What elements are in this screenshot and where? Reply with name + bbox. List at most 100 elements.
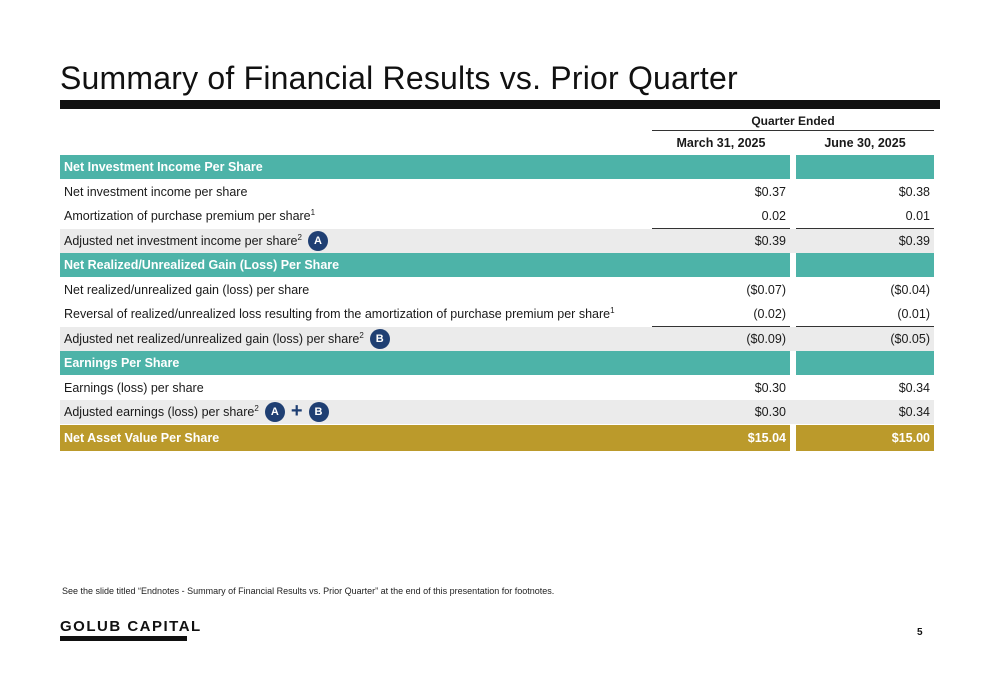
- cell-value: $0.39: [754, 234, 786, 248]
- row-label: Adjusted net investment income per share…: [64, 229, 328, 253]
- value-june: ($0.04): [796, 278, 934, 302]
- section-header-row: Net Investment Income Per Share: [60, 155, 934, 179]
- table-row: Adjusted net realized/unrealized gain (l…: [60, 326, 934, 351]
- footnote-marker: 2: [254, 403, 259, 413]
- section-band: [796, 351, 934, 375]
- cell-value: $0.34: [898, 405, 930, 419]
- cell-value: ($0.04): [890, 283, 930, 297]
- row-label-text: Net investment income per share: [64, 185, 248, 199]
- row-label-text: Net realized/unrealized gain (loss) per …: [64, 283, 310, 297]
- row-label-text: Net Investment Income Per Share: [64, 160, 263, 174]
- page-number: 5: [917, 627, 923, 638]
- row-label: Earnings (loss) per share: [64, 376, 204, 400]
- table-row: Adjusted net investment income per share…: [60, 228, 934, 253]
- row-label: Adjusted earnings (loss) per share2 A + B: [64, 400, 329, 424]
- reference-badge-a: A: [264, 401, 285, 422]
- table-row: Net realized/unrealized gain (loss) per …: [60, 278, 934, 302]
- reference-badge-b: B: [308, 401, 329, 422]
- subtotal-rule: [796, 326, 934, 327]
- footnote-marker: 1: [310, 207, 316, 217]
- page-title: Summary of Financial Results vs. Prior Q…: [60, 60, 738, 96]
- row-label: Net investment income per share: [64, 180, 247, 204]
- nav-band: [60, 425, 790, 451]
- table-row: Earnings (loss) per share $0.30 $0.34: [60, 376, 934, 400]
- table-row: Adjusted earnings (loss) per share2 A + B $0…: [60, 400, 934, 424]
- quarter-ended-rule: [652, 130, 934, 131]
- cell-value: $15.00: [891, 431, 930, 445]
- row-shading: [60, 327, 934, 351]
- section-band: [60, 155, 790, 179]
- value-march: $0.39: [652, 229, 790, 253]
- row-label-text: Adjusted net investment income per share: [64, 234, 298, 248]
- value-march: $0.30: [652, 376, 790, 400]
- table-row: Reversal of realized/unrealized loss res…: [60, 302, 934, 326]
- row-label-text: Adjusted earnings (loss) per share: [64, 405, 255, 419]
- cell-value: 0.01: [905, 209, 930, 223]
- value-march: $0.37: [652, 180, 790, 204]
- section-band: [60, 351, 790, 375]
- row-shading: [60, 229, 934, 253]
- row-label: Reversal of realized/unrealized loss res…: [64, 302, 615, 326]
- footnote-marker: 2: [359, 330, 364, 340]
- row-label: Earnings Per Share: [64, 351, 179, 375]
- nav-band: [796, 425, 934, 451]
- cell-value: ($0.05): [890, 332, 930, 346]
- value-march: $0.30: [652, 400, 790, 424]
- row-label-text: Adjusted net realized/unrealized gain (l…: [64, 332, 360, 346]
- plus-icon: +: [290, 399, 303, 422]
- cell-value: 0.02: [761, 209, 786, 223]
- reference-badge-b: B: [369, 328, 390, 349]
- quarter-ended-header: Quarter Ended: [751, 114, 835, 128]
- row-label-text: Earnings (loss) per share: [64, 381, 204, 395]
- section-header-row: Earnings Per Share: [60, 351, 934, 375]
- row-label-text: Amortization of purchase premium per sha…: [64, 209, 311, 223]
- column-header-march: March 31, 2025: [676, 136, 766, 150]
- footnote-text: See the slide titled “Endnotes - Summary…: [62, 586, 555, 596]
- value-june: ($0.05): [796, 327, 934, 351]
- row-label: Adjusted net realized/unrealized gain (l…: [64, 327, 390, 351]
- cell-value: $0.30: [754, 381, 786, 395]
- value-june: $0.34: [796, 376, 934, 400]
- row-label-text: Net Realized/Unrealized Gain (Loss) Per …: [64, 258, 340, 272]
- cell-value: $0.37: [754, 185, 786, 199]
- value-march: ($0.07): [652, 278, 790, 302]
- reference-badge-a: A: [307, 230, 328, 251]
- value-march: $15.04: [652, 425, 790, 451]
- value-june: $0.34: [796, 400, 934, 424]
- cell-value: $0.30: [754, 405, 786, 419]
- row-label-text: Reversal of realized/unrealized loss res…: [64, 307, 611, 321]
- subtotal-rule: [796, 228, 934, 229]
- value-june: 0.01: [796, 204, 934, 228]
- value-march: (0.02): [652, 302, 790, 326]
- row-label: Net Asset Value Per Share: [64, 425, 219, 451]
- brand-rule: [60, 636, 187, 641]
- cell-value: $0.39: [898, 234, 930, 248]
- cell-value: (0.02): [753, 307, 786, 321]
- cell-value: ($0.09): [746, 332, 786, 346]
- value-june: (0.01): [796, 302, 934, 326]
- row-shading: [60, 400, 934, 424]
- subtotal-rule: [652, 228, 790, 229]
- cell-value: ($0.07): [746, 283, 786, 297]
- row-label-text: Net Asset Value Per Share: [64, 431, 220, 445]
- row-label: Net Realized/Unrealized Gain (Loss) Per …: [64, 253, 339, 277]
- subtotal-rule: [652, 326, 790, 327]
- cell-value: (0.01): [897, 307, 930, 321]
- value-march: ($0.09): [652, 327, 790, 351]
- section-band: [60, 253, 790, 277]
- footnote-marker: 2: [297, 232, 302, 242]
- row-label-text: Earnings Per Share: [64, 356, 180, 370]
- cell-value: $0.34: [898, 381, 930, 395]
- row-label: Amortization of purchase premium per sha…: [64, 204, 315, 228]
- section-band: [796, 155, 934, 179]
- title-rule: [60, 100, 940, 109]
- cell-value: $15.04: [747, 431, 786, 445]
- column-header-june: June 30, 2025: [824, 136, 906, 150]
- brand-logo: GOLUB CAPITAL: [60, 618, 202, 635]
- row-label: Net Investment Income Per Share: [64, 155, 263, 179]
- table-row: Amortization of purchase premium per sha…: [60, 204, 934, 228]
- value-june: $15.00: [796, 425, 934, 451]
- footnote-marker: 1: [610, 305, 615, 315]
- row-label: Net realized/unrealized gain (loss) per …: [64, 278, 309, 302]
- cell-value: $0.38: [898, 185, 930, 199]
